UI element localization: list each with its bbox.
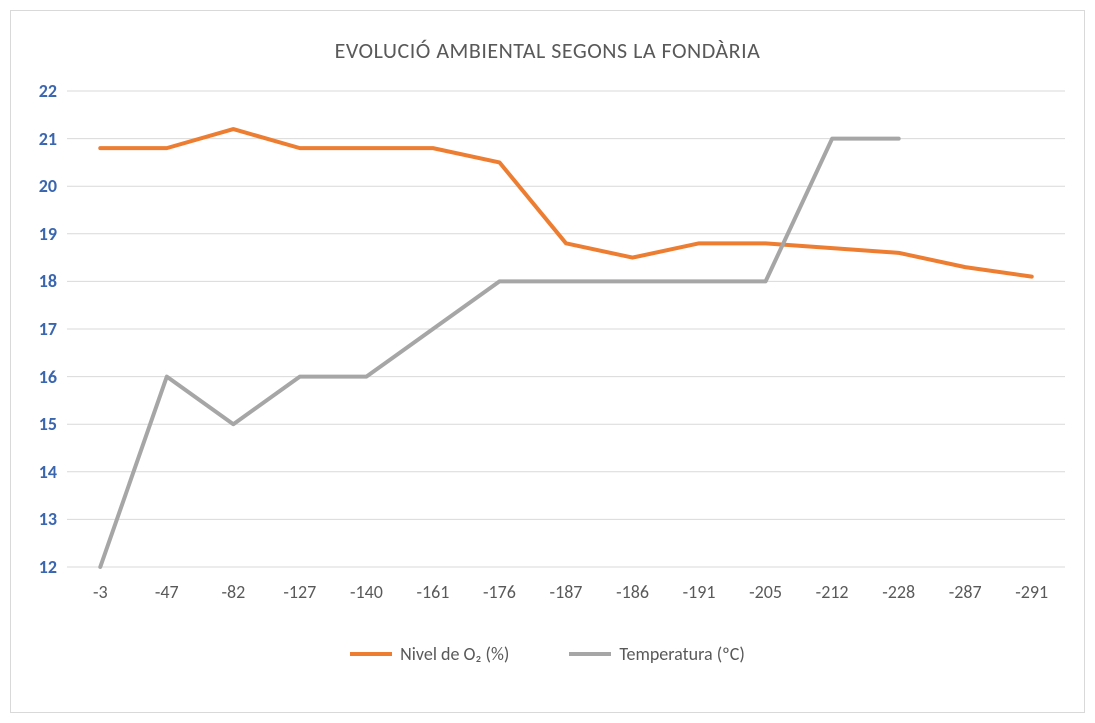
x-tick-label: -205 (749, 581, 782, 603)
x-tick-label: -127 (283, 581, 316, 603)
y-tick-label: 12 (39, 556, 57, 578)
x-tick-label: -287 (949, 581, 982, 603)
x-tick-label: -291 (1015, 581, 1048, 603)
plot-area: 1213141516171819202122-3-47-82-127-140-1… (67, 91, 1065, 567)
legend-label: Nivel de O₂ (%) (400, 643, 509, 665)
x-tick-label: -47 (155, 581, 179, 603)
y-tick-label: 19 (39, 223, 57, 245)
y-tick-label: 18 (39, 270, 57, 292)
series-line (100, 139, 898, 567)
x-tick-label: -228 (882, 581, 915, 603)
legend-swatch (350, 652, 392, 656)
x-tick-label: -82 (221, 581, 245, 603)
y-tick-label: 14 (39, 461, 57, 483)
chart-container: EVOLUCIÓ AMBIENTAL SEGONS LA FONDÀRIA 12… (10, 10, 1085, 713)
x-tick-label: -212 (816, 581, 849, 603)
x-tick-label: -191 (683, 581, 716, 603)
plot-svg (67, 91, 1065, 567)
x-tick-label: -3 (93, 581, 108, 603)
x-tick-label: -161 (416, 581, 449, 603)
x-tick-label: -140 (350, 581, 383, 603)
legend: Nivel de O₂ (%) Temperatura (ºC) (11, 643, 1084, 665)
legend-item: Nivel de O₂ (%) (350, 643, 509, 665)
y-tick-label: 22 (39, 80, 57, 102)
series-line (100, 129, 1031, 277)
y-tick-label: 17 (39, 318, 57, 340)
chart-title: EVOLUCIÓ AMBIENTAL SEGONS LA FONDÀRIA (11, 37, 1084, 64)
y-tick-label: 15 (39, 413, 57, 435)
legend-swatch (569, 652, 611, 656)
legend-label: Temperatura (ºC) (619, 643, 744, 665)
x-tick-label: -186 (616, 581, 649, 603)
x-tick-label: -187 (550, 581, 583, 603)
legend-item: Temperatura (ºC) (569, 643, 744, 665)
y-tick-label: 13 (39, 508, 57, 530)
y-tick-label: 21 (39, 128, 57, 150)
y-tick-label: 20 (39, 175, 57, 197)
y-tick-label: 16 (39, 366, 57, 388)
x-tick-label: -176 (483, 581, 516, 603)
